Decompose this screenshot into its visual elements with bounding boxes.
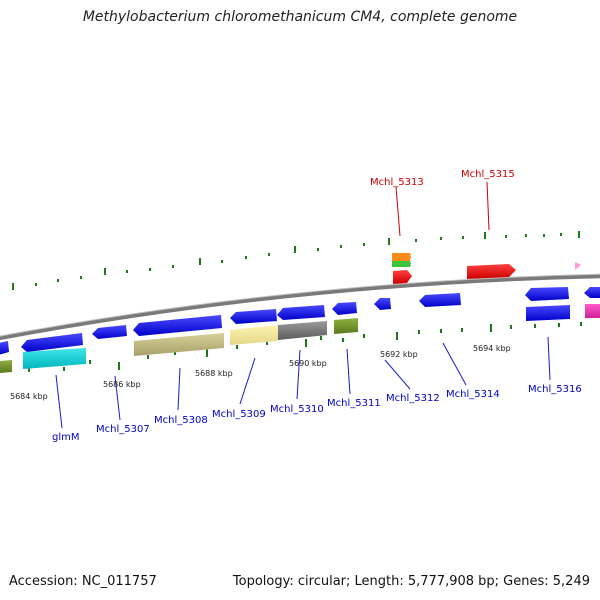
gene-glmm-cds[interactable] — [21, 333, 83, 352]
gene-mchl-5313-green[interactable] — [392, 261, 411, 267]
gene-mchl-5316-cds-a[interactable] — [525, 287, 569, 301]
gene-label-mchl-5310[interactable]: Mchl_5310 — [270, 404, 324, 415]
gene-mchl-5308-cds[interactable] — [133, 315, 222, 336]
gene-partial-right[interactable] — [584, 287, 600, 298]
gene-mchl-5313-orange[interactable] — [392, 253, 411, 261]
gene-label-mchl-5313[interactable]: Mchl_5313 — [370, 177, 424, 188]
gene-mchl-5316-cds-b[interactable] — [526, 305, 570, 321]
gene-mchl-5309-category[interactable] — [230, 325, 278, 345]
gene-label-mchl-5315[interactable]: Mchl_5315 — [461, 169, 515, 180]
gene-mchl-5313-red[interactable] — [393, 270, 412, 284]
forward-gene-labels: Mchl_5313 Mchl_5315 — [370, 169, 515, 188]
gene-forward-partial-pink[interactable] — [575, 262, 581, 270]
gene-label-mchl-5311[interactable]: Mchl_5311 — [327, 398, 381, 409]
gene-partial-magenta-right[interactable] — [585, 304, 600, 318]
forward-genes — [392, 253, 581, 284]
gene-partial-olive-left[interactable] — [0, 360, 12, 373]
gene-glmm-category[interactable] — [23, 348, 86, 369]
genome-title: Methylobacterium chloromethanicum CM4, c… — [82, 9, 518, 25]
reverse-genes-row1 — [0, 287, 600, 355]
scale-label: 5688 kbp — [195, 369, 233, 378]
gene-mchl-5315[interactable] — [467, 264, 516, 279]
gene-mchl-5310-cds[interactable] — [277, 305, 325, 320]
inner-tick-ring — [28, 322, 582, 372]
scale-labels: 5684 kbp 5686 kbp 5688 kbp 5690 kbp 5692… — [10, 344, 511, 401]
reverse-leader-lines — [55, 336, 551, 429]
scale-label: 5686 kbp — [103, 380, 141, 389]
outer-tick-ring — [12, 231, 580, 290]
gene-mchl-5314-cds[interactable] — [419, 293, 461, 307]
gene-label-mchl-5312[interactable]: Mchl_5312 — [386, 393, 440, 404]
scale-label: 5684 kbp — [10, 392, 48, 401]
scale-label: 5690 kbp — [289, 359, 327, 368]
gene-mchl-5311-category[interactable] — [334, 318, 358, 334]
accession-text: Accession: NC_011757 — [9, 574, 157, 589]
genome-summary-text: Topology: circular; Length: 5,777,908 bp… — [232, 574, 590, 589]
gene-mchl-5307-cds[interactable] — [92, 325, 127, 339]
genome-backbone — [0, 274, 600, 341]
gene-partial-left[interactable] — [0, 341, 9, 355]
gene-mchl-5312-cds[interactable] — [374, 298, 391, 310]
gene-label-mchl-5307[interactable]: Mchl_5307 — [96, 424, 150, 435]
reverse-genes-row2 — [0, 304, 600, 373]
gene-label-glmm[interactable]: glmM — [52, 432, 80, 443]
scale-label: 5692 kbp — [380, 350, 418, 359]
gene-label-mchl-5309[interactable]: Mchl_5309 — [212, 409, 266, 420]
gene-label-mchl-5308[interactable]: Mchl_5308 — [154, 415, 208, 426]
gene-label-mchl-5316[interactable]: Mchl_5316 — [528, 384, 582, 395]
gene-mchl-5311-cds[interactable] — [332, 302, 357, 315]
gene-mchl-5310-category[interactable] — [278, 321, 327, 340]
gene-mchl-5308-category[interactable] — [134, 333, 224, 356]
scale-label: 5694 kbp — [473, 344, 511, 353]
reverse-gene-labels: glmM Mchl_5307 Mchl_5308 Mchl_5309 Mchl_… — [52, 384, 582, 443]
gene-label-mchl-5314[interactable]: Mchl_5314 — [446, 389, 500, 400]
gene-mchl-5309-cds[interactable] — [230, 309, 277, 324]
forward-leader-lines — [395, 181, 490, 237]
